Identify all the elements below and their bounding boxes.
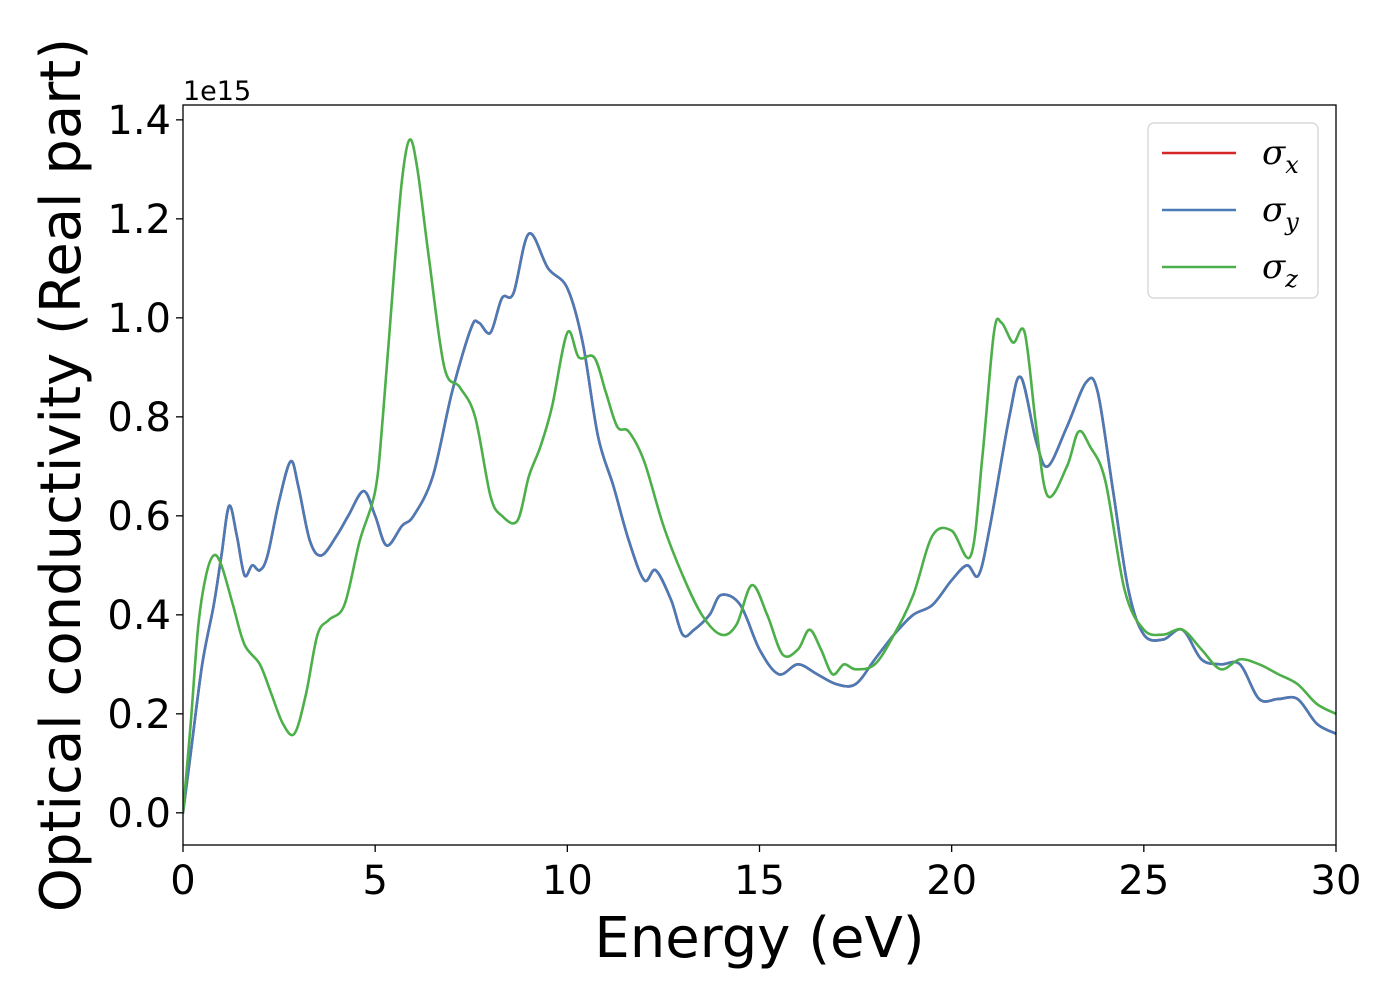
y-tick-label: 0.4 [107,593,171,639]
y-tick-label: 0.0 [107,791,171,837]
x-tick-label: 25 [1118,858,1169,904]
y-tick-label: 0.8 [107,395,171,441]
series-layer [183,138,1336,815]
y-tick-label: 0.2 [107,692,171,738]
x-axis-label: Energy (eV) [594,906,924,971]
x-tick-label: 0 [170,858,195,904]
x-axis: 0 5 10 15 20 25 30 [170,845,1361,904]
y-axis-label: Optical conductivity (Real part) [29,38,94,912]
y-tick-label: 1.0 [107,296,171,342]
y-axis: 0.0 0.2 0.4 0.6 0.8 1.0 1.2 1.4 [107,98,183,837]
x-tick-label: 5 [362,858,387,904]
x-tick-label: 15 [734,858,785,904]
y-tick-label: 0.6 [107,494,171,540]
y-tick-label: 1.2 [107,197,171,243]
x-tick-label: 20 [926,858,977,904]
series-line-z [183,138,1336,815]
series-line-y [183,232,1336,815]
x-tick-label: 10 [542,858,593,904]
y-offset-label: 1e15 [183,76,251,107]
y-tick-label: 1.4 [107,98,171,144]
x-tick-label: 30 [1311,858,1362,904]
